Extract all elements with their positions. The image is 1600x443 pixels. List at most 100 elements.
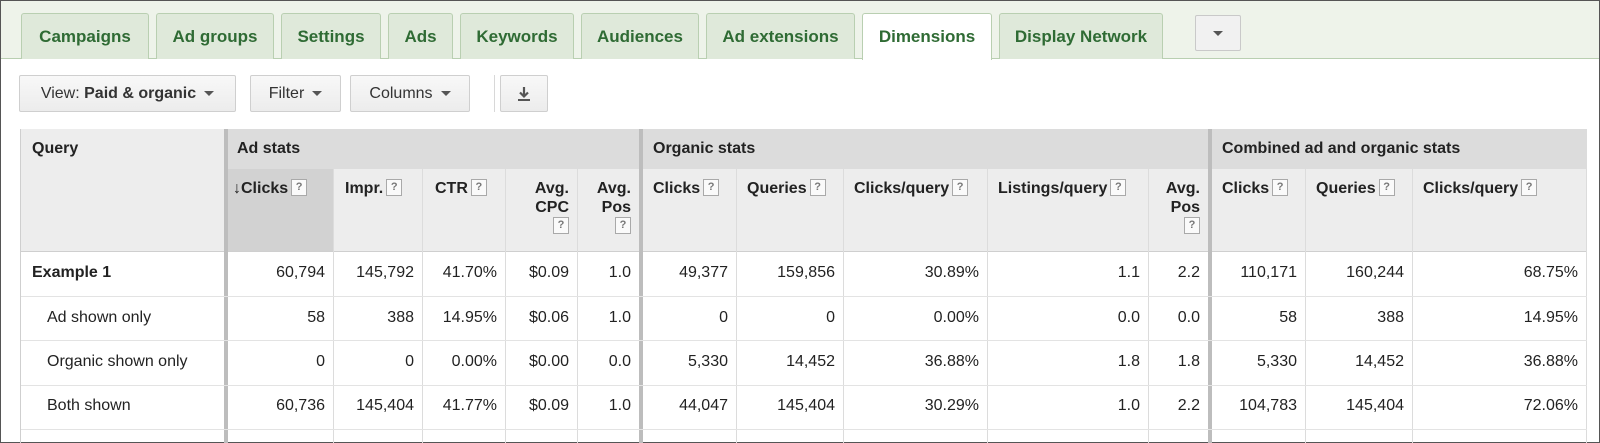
table-cell: 388 bbox=[387, 309, 414, 326]
combined-clicks-per-query-header[interactable]: Clicks/query? bbox=[1423, 179, 1538, 198]
help-icon[interactable]: ? bbox=[1110, 179, 1127, 196]
ad-clicks-header[interactable]: ↓Clicks? bbox=[233, 179, 308, 198]
tab-audiences[interactable]: Audiences bbox=[581, 13, 699, 59]
help-icon[interactable]: ? bbox=[1378, 179, 1395, 196]
organic-clicks-per-query-header[interactable]: Clicks/query? bbox=[854, 179, 969, 198]
help-icon[interactable]: ? bbox=[386, 179, 403, 196]
group-header-bg bbox=[227, 129, 1587, 169]
row-query-label: Example 1 bbox=[32, 264, 112, 281]
help-icon[interactable]: ? bbox=[615, 217, 631, 234]
table-cell: 36.88% bbox=[924, 353, 979, 370]
tab-ads[interactable]: Ads bbox=[388, 13, 453, 59]
ad-avg-pos-header[interactable]: Avg. Pos? bbox=[577, 179, 631, 236]
table-cell: 145,404 bbox=[356, 397, 414, 414]
download-button[interactable] bbox=[500, 75, 548, 112]
table-cell: 160,244 bbox=[1346, 264, 1404, 281]
table-cell: 1.1 bbox=[1117, 264, 1140, 281]
help-icon[interactable]: ? bbox=[470, 179, 487, 196]
column-group-divider bbox=[224, 129, 228, 443]
sorted-column-bg bbox=[227, 169, 333, 251]
help-icon[interactable]: ? bbox=[1521, 179, 1538, 196]
table-cell: 0.0 bbox=[1117, 309, 1140, 326]
tab-label: Settings bbox=[297, 26, 365, 46]
table-cell: 1.8 bbox=[1177, 353, 1200, 370]
tab-display-network[interactable]: Display Network bbox=[999, 13, 1163, 59]
organic-queries-header[interactable]: Queries? bbox=[747, 179, 826, 198]
table-cell: 388 bbox=[1377, 309, 1404, 326]
tab-bar: Campaigns Ad groups Settings Ads Keyword… bbox=[1, 1, 1599, 60]
more-tabs-button[interactable] bbox=[1195, 15, 1241, 51]
row-query-label: Ad shown only bbox=[47, 309, 152, 326]
table-cell: 49,377 bbox=[679, 264, 728, 281]
table-cell: 14,452 bbox=[1355, 353, 1404, 370]
organic-clicks-header[interactable]: Clicks? bbox=[653, 179, 720, 198]
columns-button[interactable]: Columns bbox=[350, 75, 470, 112]
tab-label: Ad groups bbox=[172, 26, 258, 46]
stats-table: Query Ad stats Organic stats Combined ad… bbox=[20, 129, 1587, 443]
help-icon[interactable]: ? bbox=[553, 217, 569, 234]
chevron-down-icon bbox=[204, 91, 215, 96]
download-icon bbox=[518, 86, 530, 101]
tab-label: Ads bbox=[404, 26, 437, 46]
table-cell: 1.0 bbox=[608, 397, 631, 414]
table-cell: $0.09 bbox=[528, 264, 569, 281]
toolbar-divider bbox=[494, 75, 495, 112]
view-dropdown[interactable]: View: Paid & organic bbox=[19, 75, 236, 112]
combined-queries-header[interactable]: Queries? bbox=[1316, 179, 1395, 198]
table-cell: $0.09 bbox=[528, 397, 569, 414]
table-cell: $0.00 bbox=[528, 353, 569, 370]
help-icon[interactable]: ? bbox=[703, 179, 720, 196]
ad-avg-cpc-header[interactable]: Avg. CPC? bbox=[505, 179, 569, 236]
table-cell: 2.2 bbox=[1177, 397, 1200, 414]
chevron-down-icon bbox=[1213, 30, 1223, 36]
help-icon[interactable]: ? bbox=[952, 179, 969, 196]
table-cell: 0.0 bbox=[1177, 309, 1200, 326]
filter-button[interactable]: Filter bbox=[250, 75, 341, 112]
ad-stats-group-header: Ad stats bbox=[237, 140, 301, 157]
chevron-down-icon bbox=[440, 91, 451, 96]
ad-ctr-header[interactable]: CTR? bbox=[435, 179, 487, 198]
table-cell: 1.0 bbox=[608, 309, 631, 326]
tab-label: Keywords bbox=[476, 26, 558, 46]
table-cell: 58 bbox=[1279, 309, 1297, 326]
table-cell: 58 bbox=[307, 309, 325, 326]
table-cell: 0.00% bbox=[451, 353, 497, 370]
combined-stats-group-header: Combined ad and organic stats bbox=[1222, 140, 1461, 157]
help-icon[interactable]: ? bbox=[1272, 179, 1289, 196]
tab-settings[interactable]: Settings bbox=[281, 13, 381, 59]
table-cell: 60,736 bbox=[276, 397, 325, 414]
filter-label: Filter bbox=[268, 84, 305, 102]
ad-impr-header[interactable]: Impr.? bbox=[345, 179, 403, 198]
table-cell: 2.2 bbox=[1177, 264, 1200, 281]
organic-listings-per-query-header[interactable]: Listings/query? bbox=[998, 179, 1127, 198]
tab-dimensions[interactable]: Dimensions bbox=[862, 13, 992, 60]
tab-ad-extensions[interactable]: Ad extensions bbox=[706, 13, 855, 59]
table-cell: 0 bbox=[405, 353, 414, 370]
table-cell: $0.06 bbox=[528, 309, 569, 326]
table-cell: 0 bbox=[719, 309, 728, 326]
table-cell: 41.70% bbox=[442, 264, 497, 281]
help-icon[interactable]: ? bbox=[291, 179, 308, 196]
help-icon[interactable]: ? bbox=[809, 179, 826, 196]
sort-arrow-icon: ↓ bbox=[233, 180, 241, 197]
combined-clicks-header[interactable]: Clicks? bbox=[1222, 179, 1289, 198]
tab-label: Display Network bbox=[1014, 26, 1148, 46]
tab-keywords[interactable]: Keywords bbox=[460, 13, 574, 59]
organic-avg-pos-header[interactable]: Avg. Pos? bbox=[1148, 179, 1200, 236]
table-cell: 1.0 bbox=[1117, 397, 1140, 414]
table-cell: 14.95% bbox=[1523, 309, 1578, 326]
column-group-divider bbox=[639, 129, 643, 443]
tab-ad-groups[interactable]: Ad groups bbox=[156, 13, 274, 59]
query-column-header[interactable]: Query bbox=[32, 140, 79, 157]
table-cell: 145,792 bbox=[356, 264, 414, 281]
tab-campaigns[interactable]: Campaigns bbox=[21, 13, 149, 59]
tab-label: Campaigns bbox=[39, 26, 131, 46]
table-cell: 0 bbox=[826, 309, 835, 326]
help-icon[interactable]: ? bbox=[1184, 217, 1200, 234]
tab-label: Audiences bbox=[597, 26, 683, 46]
table-cell: 0.00% bbox=[933, 309, 979, 326]
table-cell: 0.0 bbox=[608, 353, 631, 370]
organic-stats-group-header: Organic stats bbox=[653, 140, 756, 157]
tab-label: Dimensions bbox=[878, 27, 976, 46]
tab-label: Ad extensions bbox=[722, 26, 839, 46]
